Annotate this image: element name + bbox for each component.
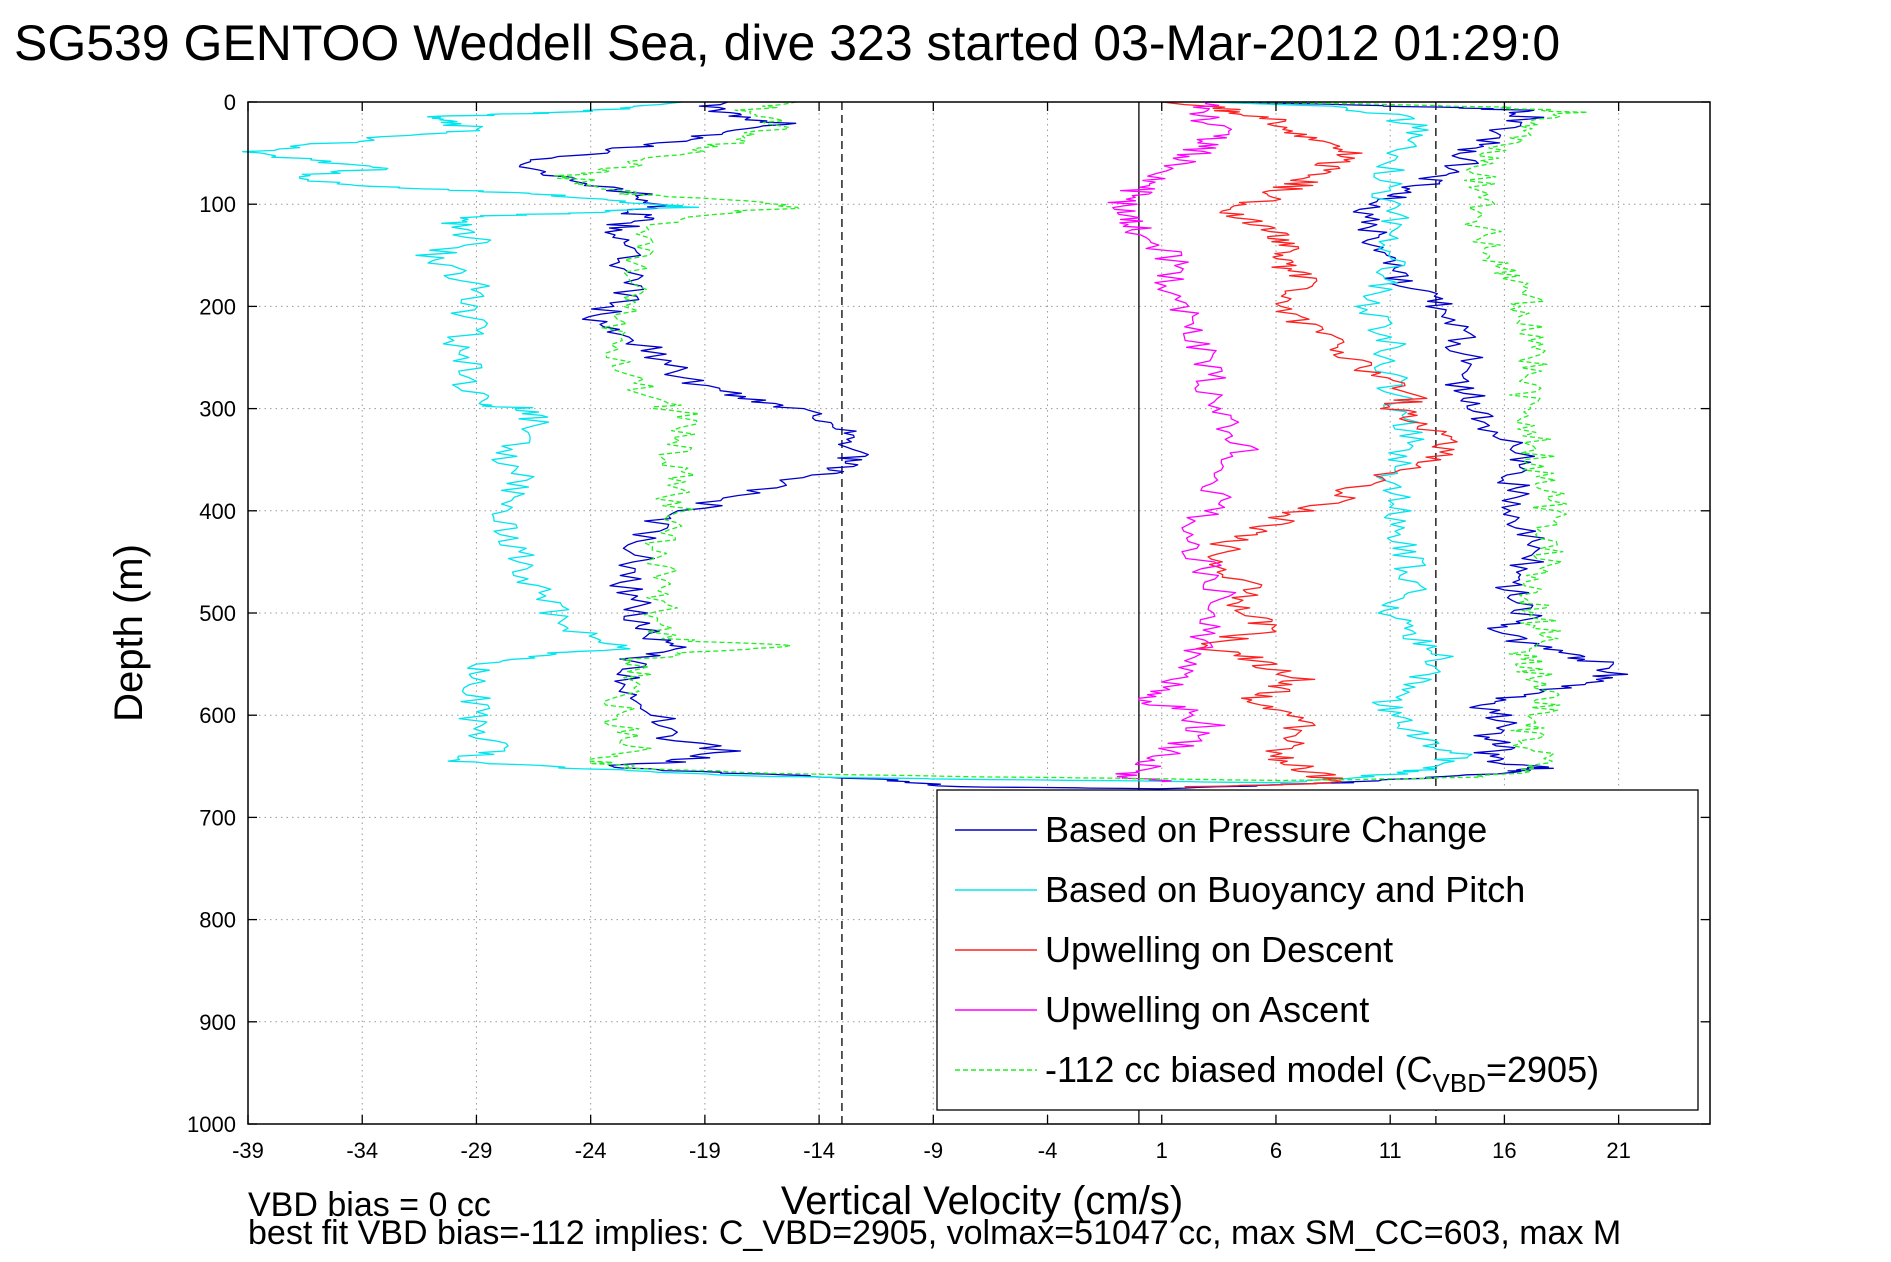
legend-label-subscript: VBD <box>1433 1068 1486 1098</box>
axis-ticks: -39 -34 -29 -24 -19 -14 -9 -4 1 6 11 16 210100200300… <box>187 90 1710 1163</box>
y-tick-label: 200 <box>199 294 236 319</box>
legend-label: Based on Buoyancy and Pitch <box>1045 869 1525 910</box>
y-axis-label: Depth (m) <box>107 544 151 722</box>
y-tick-label: 600 <box>199 703 236 728</box>
x-tick-label: 6 <box>1270 1138 1282 1163</box>
x-tick-label: 21 <box>1606 1138 1630 1163</box>
x-tick-label: 16 <box>1492 1138 1516 1163</box>
x-axis-label: Vertical Velocity (cm/s) <box>781 1179 1183 1223</box>
series-line <box>553 101 1589 782</box>
series-line <box>242 101 1473 784</box>
x-tick-label: -29 <box>461 1138 493 1163</box>
legend-box <box>936 789 1699 1111</box>
x-tick-label: -19 <box>689 1138 721 1163</box>
chart-title: SG539 GENTOO Weddell Sea, dive 323 start… <box>14 15 1560 71</box>
legend-label: -112 cc biased model (CVBD=2905) <box>1045 1049 1599 1098</box>
y-tick-label: 1000 <box>187 1112 236 1137</box>
x-tick-label: -34 <box>346 1138 378 1163</box>
legend-label: Based on Pressure Change <box>1045 809 1487 850</box>
y-tick-label: 0 <box>224 90 236 115</box>
x-tick-label: -9 <box>924 1138 944 1163</box>
footer-vbd-bias: VBD bias = 0 cc <box>248 1186 491 1224</box>
y-tick-label: 100 <box>199 192 236 217</box>
y-tick-label: 500 <box>199 601 236 626</box>
y-tick-label: 700 <box>199 805 236 830</box>
x-tick-label: -14 <box>803 1138 835 1163</box>
footer-best-fit: best fit VBD bias=-112 implies: C_VBD=29… <box>248 1214 1621 1252</box>
y-tick-label: 400 <box>199 499 236 524</box>
y-tick-label: 300 <box>199 397 236 422</box>
legend-label-tail: =2905) <box>1486 1049 1599 1090</box>
y-tick-label: 800 <box>199 908 236 933</box>
x-tick-label: -4 <box>1038 1138 1058 1163</box>
x-tick-label: -39 <box>232 1138 264 1163</box>
y-tick-label: 900 <box>199 1010 236 1035</box>
legend-label: Upwelling on Ascent <box>1045 989 1369 1030</box>
legend-label: Upwelling on Descent <box>1045 929 1393 970</box>
x-tick-label: 1 <box>1156 1138 1168 1163</box>
legend: Based on Pressure Change Based on Buoyanc… <box>936 789 1699 1111</box>
x-tick-label: -24 <box>575 1138 607 1163</box>
series-lines <box>242 101 1629 790</box>
series-line <box>1161 101 1458 788</box>
x-tick-label: 11 <box>1379 1138 1402 1163</box>
series-line <box>1107 101 1259 783</box>
